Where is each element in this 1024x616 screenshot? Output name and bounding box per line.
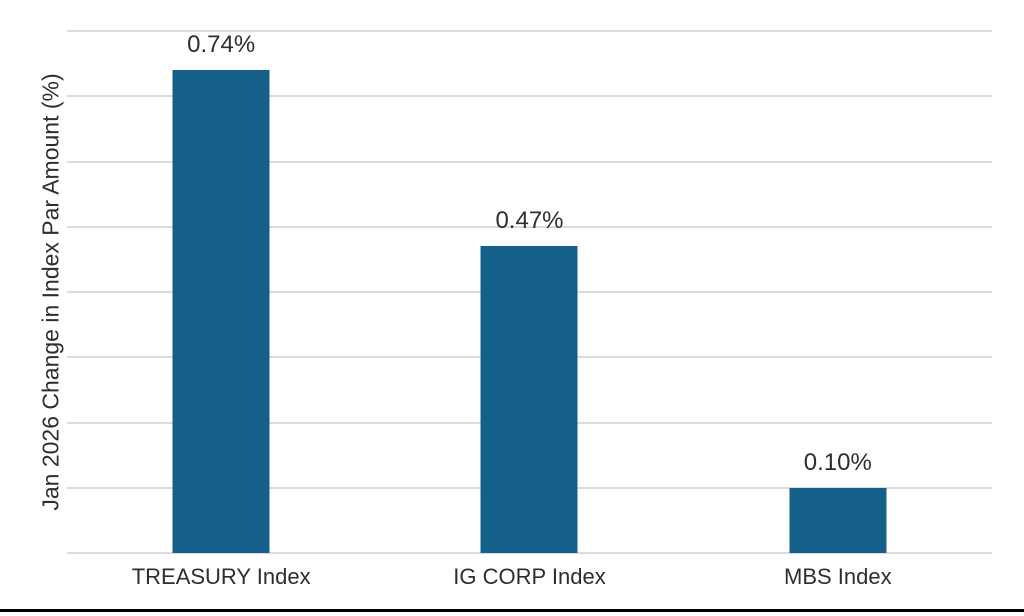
gridline — [67, 95, 992, 98]
x-tick-label: IG CORP Index — [453, 564, 606, 589]
bar — [172, 70, 270, 553]
bar-value-label: 0.10% — [803, 448, 872, 476]
gridline — [67, 160, 992, 163]
plot-area: 0.74% 0.47% 0.10% — [67, 30, 992, 554]
bar — [789, 487, 887, 553]
bar-slot: 0.47% — [375, 31, 683, 553]
bar-value-label: 0.74% — [187, 31, 256, 59]
gridline — [67, 225, 992, 228]
gridline — [67, 30, 992, 32]
gridline — [67, 552, 992, 554]
bars-layer: 0.74% 0.47% 0.10% — [67, 31, 992, 553]
x-tick-label: MBS Index — [784, 564, 892, 589]
bottom-border-line — [0, 609, 1024, 612]
bar — [480, 246, 578, 553]
bar-slot: 0.10% — [684, 31, 992, 553]
y-axis-title: Jan 2026 Change in Index Par Amount (%) — [37, 73, 64, 511]
x-axis-labels: TREASURY Index IG CORP Index MBS Index — [67, 564, 992, 590]
bar-slot: 0.74% — [67, 31, 375, 553]
bar-value-label: 0.47% — [495, 207, 564, 235]
x-tick-label: TREASURY Index — [131, 564, 311, 589]
